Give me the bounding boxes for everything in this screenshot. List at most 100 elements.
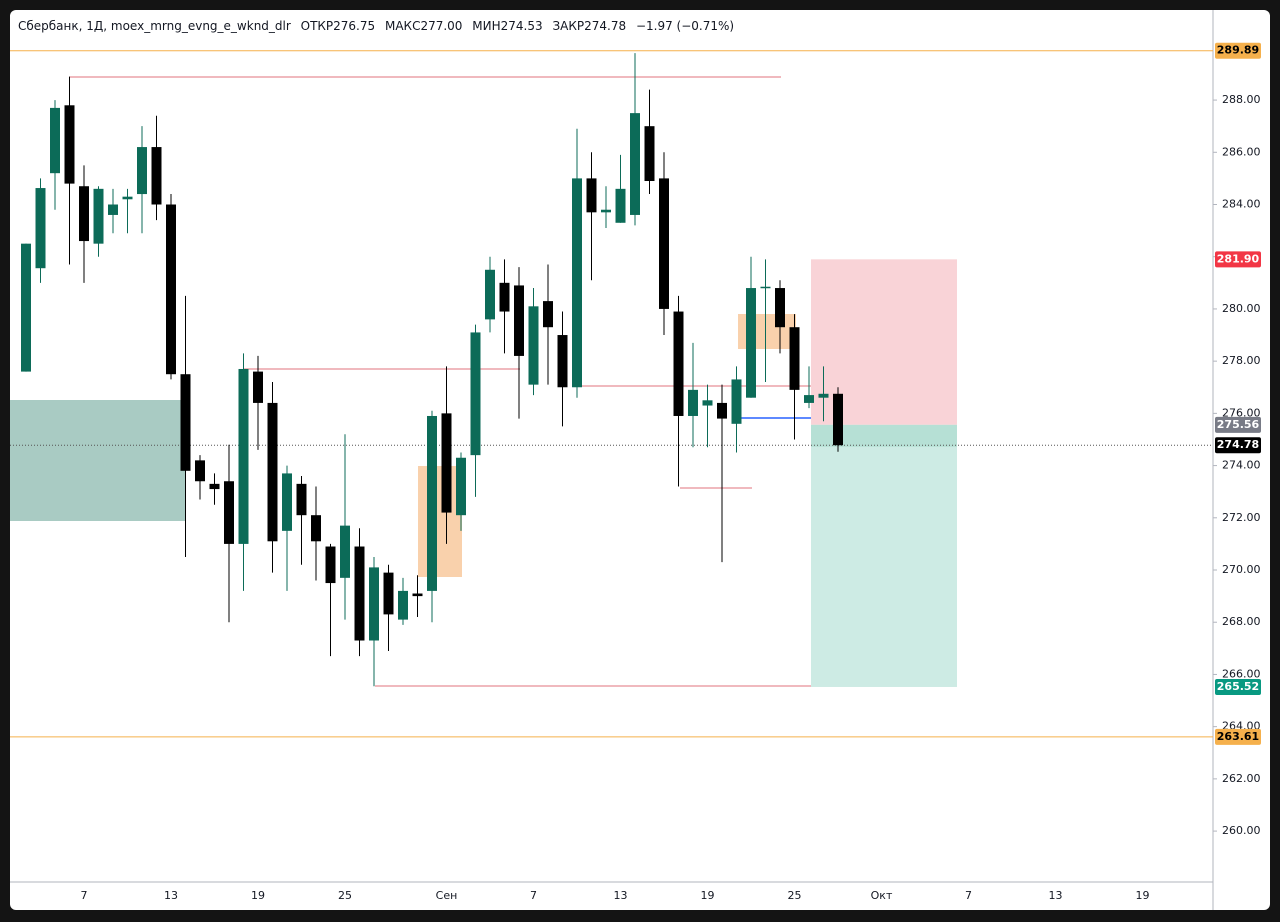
candle-body bbox=[64, 105, 75, 184]
candle-body bbox=[108, 204, 118, 215]
level-tag-label: 263.61 bbox=[1217, 730, 1259, 743]
candle-body bbox=[166, 204, 176, 375]
last-price-tag bbox=[1215, 437, 1261, 454]
candle-body bbox=[441, 413, 452, 513]
x-tick-label: 25 bbox=[788, 889, 802, 902]
x-tick-label: Окт bbox=[871, 889, 893, 902]
target-tag bbox=[1215, 678, 1261, 695]
candle-body bbox=[717, 402, 727, 419]
target-zone bbox=[811, 424, 957, 687]
candle-body bbox=[224, 481, 234, 544]
candle-body bbox=[180, 374, 191, 471]
candle-body bbox=[296, 483, 307, 516]
candle-body bbox=[267, 402, 278, 542]
candle-body bbox=[818, 393, 829, 398]
x-tick-label: 13 bbox=[1049, 889, 1063, 902]
candle-body bbox=[775, 288, 785, 328]
legend: Сбербанк, 1Д, moex_mrng_evng_e_wknd_dlr … bbox=[18, 19, 734, 33]
y-tick-label: 266.00 bbox=[1222, 667, 1261, 680]
symbol: Сбербанк, 1Д, moex_mrng_evng_e_wknd_dlr bbox=[18, 19, 291, 33]
field-label: ОТКР bbox=[301, 19, 334, 33]
candle-body bbox=[702, 400, 713, 406]
y-tick-label: 276.00 bbox=[1222, 406, 1261, 419]
candle-body bbox=[93, 188, 104, 244]
field-value: 277.00 bbox=[420, 19, 462, 33]
level-tag bbox=[1215, 42, 1261, 59]
candle-body bbox=[369, 567, 379, 641]
candle-body bbox=[789, 327, 800, 390]
candle-body bbox=[615, 188, 626, 223]
y-tick-label: 272.00 bbox=[1222, 511, 1261, 524]
candle-body bbox=[311, 515, 321, 542]
change: −1.97 (−0.71%) bbox=[636, 19, 734, 33]
candle-body bbox=[238, 368, 249, 544]
candle-body bbox=[427, 415, 437, 591]
candle-body bbox=[35, 188, 46, 269]
candle-body bbox=[282, 473, 292, 531]
level-tag-label: 289.89 bbox=[1217, 44, 1259, 57]
entry-tag-label: 275.56 bbox=[1217, 418, 1260, 431]
candle-body bbox=[746, 288, 756, 398]
candle-body bbox=[731, 379, 742, 424]
x-tick-label: 13 bbox=[614, 889, 628, 902]
candle-body bbox=[325, 546, 336, 584]
x-tick-label: 19 bbox=[251, 889, 265, 902]
field-value: 274.78 bbox=[584, 19, 626, 33]
candle-body bbox=[514, 285, 524, 356]
entry-tag bbox=[1215, 416, 1261, 433]
candle-body bbox=[659, 178, 669, 309]
x-tick-label: 7 bbox=[965, 889, 972, 902]
candle-body bbox=[412, 593, 423, 597]
stop-tag-label: 281.90 bbox=[1217, 252, 1260, 265]
y-tick-label: 278.00 bbox=[1222, 354, 1261, 367]
stop-zone bbox=[811, 259, 957, 425]
demand-zone bbox=[10, 400, 186, 521]
candle-body bbox=[586, 178, 597, 213]
x-tick-label: 19 bbox=[701, 889, 715, 902]
y-tick-label: 288.00 bbox=[1222, 93, 1261, 106]
candle-body bbox=[630, 113, 640, 215]
y-tick-label: 274.00 bbox=[1222, 459, 1261, 472]
candle-body bbox=[340, 525, 350, 578]
candle-body bbox=[50, 107, 60, 174]
x-tick-label: 19 bbox=[1136, 889, 1150, 902]
y-tick-label: 286.00 bbox=[1222, 145, 1261, 158]
x-tick-label: Сен bbox=[436, 889, 458, 902]
stop-tag bbox=[1215, 251, 1261, 268]
candle-body bbox=[253, 371, 263, 403]
candle-body bbox=[644, 126, 655, 182]
candle-body bbox=[398, 590, 408, 620]
candle-body bbox=[543, 301, 553, 328]
candle-body bbox=[195, 460, 205, 482]
candle-body bbox=[383, 572, 394, 615]
candle-body bbox=[833, 393, 843, 446]
candle-body bbox=[470, 332, 481, 456]
y-tick-label: 260.00 bbox=[1222, 824, 1261, 837]
y-tick-label: 284.00 bbox=[1222, 198, 1261, 211]
candle-body bbox=[499, 282, 510, 312]
field-value: 276.75 bbox=[333, 19, 375, 33]
candle-body bbox=[528, 306, 539, 385]
candle-body bbox=[804, 395, 814, 403]
field-label: ЗАКР bbox=[552, 19, 584, 33]
candle-body bbox=[601, 209, 611, 213]
target-tag-label: 265.52 bbox=[1217, 680, 1259, 693]
candle-body bbox=[209, 483, 220, 490]
candle-body bbox=[485, 269, 495, 320]
candle-body bbox=[456, 457, 466, 516]
y-tick-label: 268.00 bbox=[1222, 615, 1261, 628]
candle-body bbox=[151, 147, 162, 205]
x-tick-label: 13 bbox=[164, 889, 178, 902]
y-tick-label: 270.00 bbox=[1222, 563, 1261, 576]
entry-band bbox=[811, 424, 957, 447]
x-tick-label: 25 bbox=[338, 889, 352, 902]
candle-body bbox=[79, 186, 89, 242]
candle-body bbox=[572, 178, 582, 388]
candle-body bbox=[137, 147, 147, 195]
field-label: МИН bbox=[472, 19, 500, 33]
candle-body bbox=[557, 335, 568, 388]
candle-body bbox=[21, 243, 31, 372]
y-tick-label: 280.00 bbox=[1222, 302, 1261, 315]
